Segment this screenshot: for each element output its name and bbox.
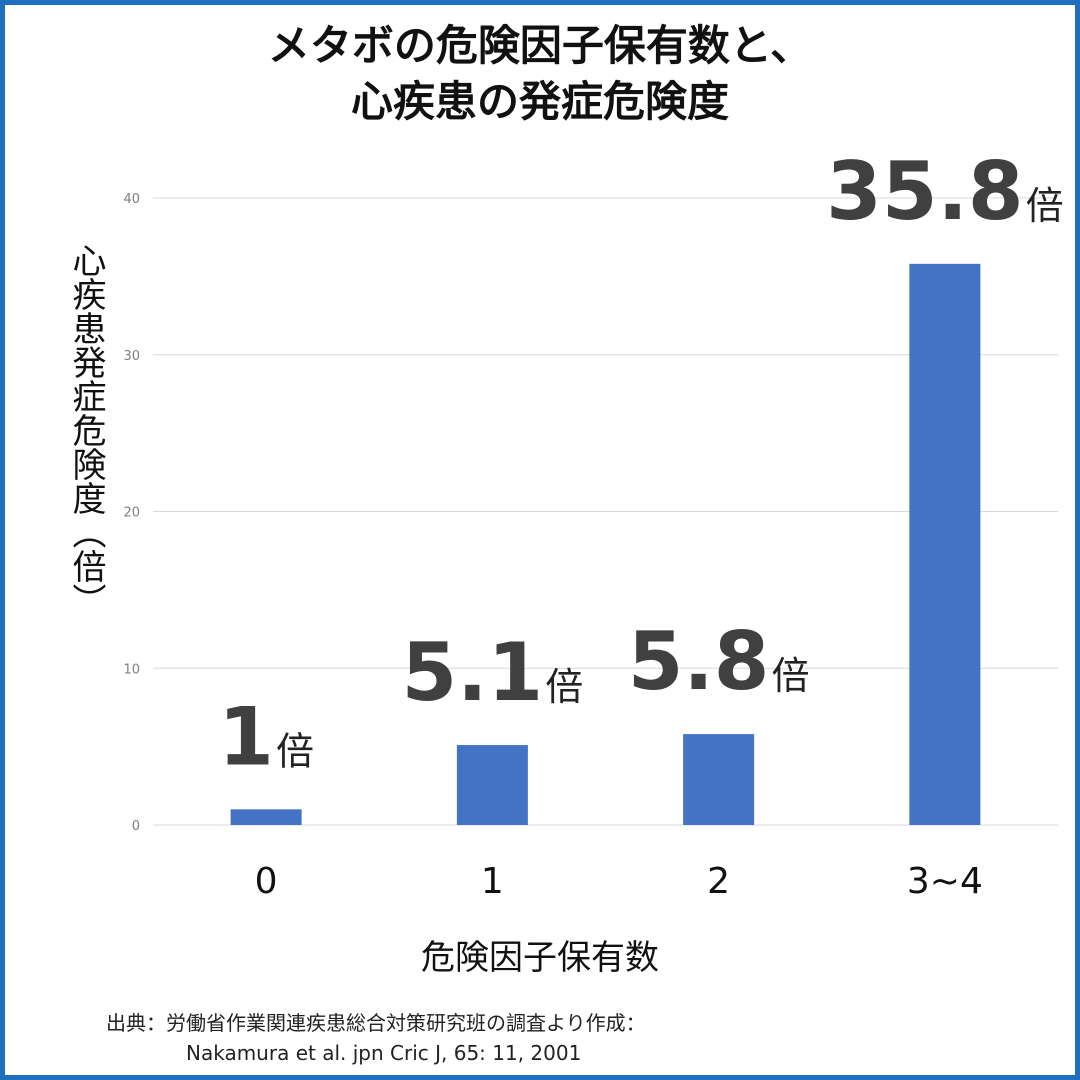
- x-tick-label: 1: [481, 861, 504, 902]
- data-label-unit: 倍: [771, 654, 809, 698]
- y-axis-title: 心疾患発症危険度（倍）: [66, 243, 106, 617]
- data-label: 5.8倍: [628, 615, 810, 708]
- data-label-unit: 倍: [276, 729, 314, 773]
- x-tick-label: 2: [707, 861, 730, 902]
- x-axis-title: 危険因子保有数: [421, 938, 659, 978]
- chart-title-line-2: 心疾患の発症危険度: [350, 77, 729, 126]
- source-line-1: 出典：労働省作業関連疾患総合対策研究班の調査より作成：: [106, 1011, 646, 1035]
- bar-1: [456, 745, 528, 825]
- y-tick-label: 20: [123, 506, 140, 521]
- gridlines: [153, 197, 1058, 826]
- data-label-number: 5.8: [628, 615, 770, 708]
- x-tick-label: 0: [255, 861, 278, 902]
- data-label-number: 35.8: [826, 145, 1023, 238]
- bar-2: [683, 734, 755, 825]
- x-axis-ticks: 0 1 2 3~4: [255, 861, 983, 902]
- data-label-unit: 倍: [1026, 184, 1064, 228]
- data-label: 5.1倍: [402, 626, 584, 719]
- bar-0: [230, 809, 302, 825]
- y-axis-ticks: 0 10 20 30 40: [123, 192, 140, 834]
- y-tick-label: 40: [123, 192, 140, 207]
- source-line-2: Nakamura et al. jpn Cric J, 65: 11, 2001: [186, 1041, 582, 1065]
- chart-title-line-1: メタボの危険因子保有数と、: [267, 21, 813, 70]
- bars: [230, 263, 981, 826]
- source-note: 出典：労働省作業関連疾患総合対策研究班の調査より作成： Nakamura et …: [106, 1008, 646, 1068]
- data-label-unit: 倍: [545, 665, 583, 709]
- data-label-number: 5.1: [402, 626, 544, 719]
- y-tick-label: 30: [123, 349, 140, 364]
- data-label-number: 1: [218, 690, 274, 783]
- data-label: 1倍: [218, 690, 314, 783]
- x-tick-label: 3~4: [907, 861, 983, 902]
- chart-title: メタボの危険因子保有数と、 心疾患の発症危険度: [0, 18, 1080, 130]
- data-label: 35.8倍: [826, 145, 1063, 238]
- y-tick-label: 0: [132, 819, 140, 834]
- bar-3~4: [909, 263, 981, 826]
- y-tick-label: 10: [123, 662, 140, 677]
